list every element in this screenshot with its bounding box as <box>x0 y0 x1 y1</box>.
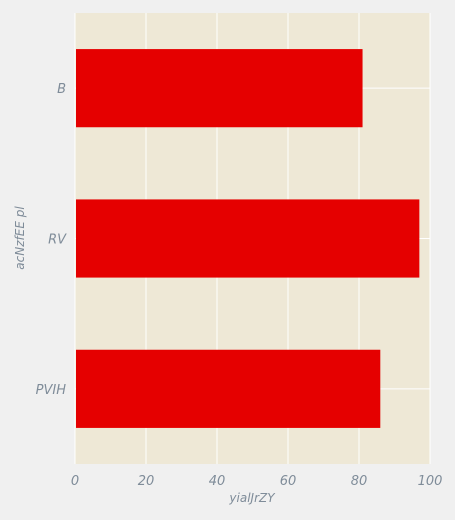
x-tick-label: 100 <box>418 474 443 489</box>
x-tick-label: 0 <box>71 474 79 489</box>
y-tick-labels: B RV PVIH <box>36 82 67 398</box>
x-tick-label: 60 <box>280 474 297 489</box>
y-tick-label: RV <box>48 233 67 248</box>
bar-pvih <box>76 349 381 428</box>
x-tick-label: 20 <box>138 474 155 489</box>
x-tick-label: 40 <box>209 474 226 489</box>
x-tick-labels: 0 20 40 60 80 100 <box>71 474 443 489</box>
x-tick-label: 80 <box>351 474 368 489</box>
bars <box>76 49 420 428</box>
y-tick-label: B <box>57 82 66 97</box>
bar-b <box>76 49 363 128</box>
y-axis-label: acNzfEE pl <box>13 206 27 270</box>
x-axis-label: yialJrZY <box>228 491 276 505</box>
y-tick-label: PVIH <box>36 383 67 398</box>
bar-rv <box>76 199 420 278</box>
